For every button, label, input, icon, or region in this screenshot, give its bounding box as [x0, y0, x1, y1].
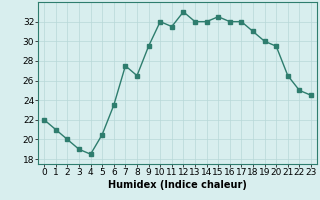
X-axis label: Humidex (Indice chaleur): Humidex (Indice chaleur) [108, 180, 247, 190]
